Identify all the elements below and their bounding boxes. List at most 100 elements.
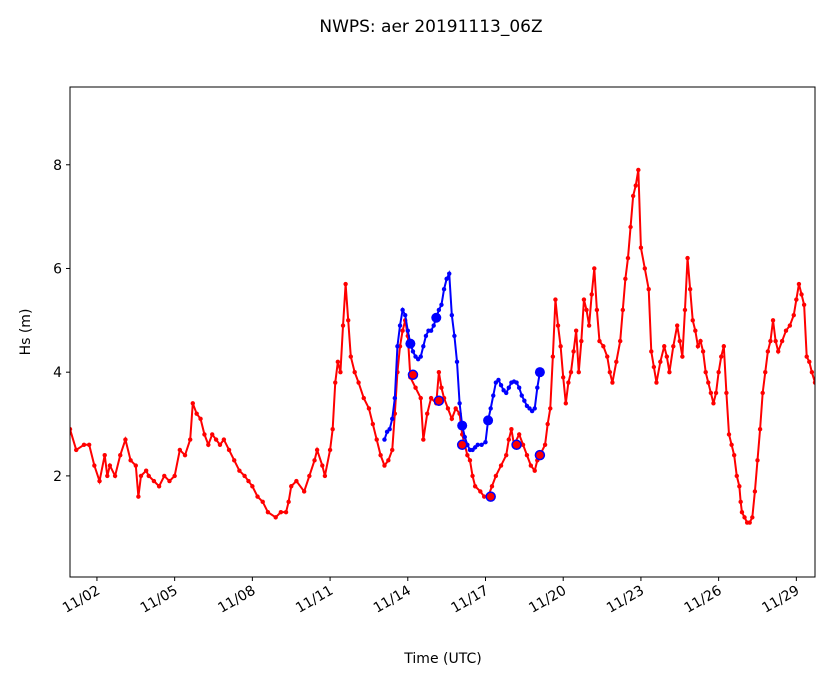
data-point-observed [86,442,92,447]
data-point-forecast [491,393,496,398]
data-point-forecast [452,333,457,339]
data-point-observed [703,369,708,375]
data-point-observed [708,390,714,396]
data-point-observed [167,478,172,484]
data-point-observed [307,473,312,479]
data-point-observed [636,167,641,173]
data-point-observed [436,369,442,375]
data-point-forecast [405,328,410,333]
data-point-observed [592,266,597,271]
data-point-observed [625,255,631,261]
forecast-marker [483,415,494,426]
data-point-observed [498,463,504,468]
plot-area [70,167,815,525]
data-point-forecast [462,434,467,440]
data-point-observed [687,287,693,292]
data-point-observed [138,473,144,479]
data-point-observed [726,432,732,437]
data-point-observed [734,473,739,479]
data-point-observed [690,318,695,323]
data-point-observed [386,458,391,463]
data-point-observed [361,395,366,401]
data-point-observed [470,473,475,479]
data-point-observed [693,328,698,333]
data-point-observed [489,484,495,489]
x-tick-label: 11/05 [138,583,181,617]
data-point-observed [776,349,781,354]
plot-frame [69,86,816,578]
data-point-forecast [439,302,444,307]
data-point-observed [550,354,556,359]
data-point-observed [70,427,73,432]
x-tick-label: 11/23 [604,583,647,617]
data-point-observed [107,463,113,468]
data-point-observed [524,452,530,458]
data-point-observed [638,245,644,250]
data-point-observed [752,489,758,494]
data-point-observed [172,473,177,479]
data-point-observed [333,380,338,385]
data-point-observed [74,447,79,453]
forecast-marker [431,312,442,323]
data-point-observed [566,380,571,385]
data-point-forecast [496,377,501,383]
data-point-forecast [428,328,434,333]
data-point-observed [747,520,752,525]
data-point-observed [465,452,470,458]
data-point-observed [378,452,383,458]
data-point-observed [493,473,499,479]
data-point-forecast [441,287,447,292]
chart-title: NWPS: aer 20191113_06Z [319,17,542,37]
data-point-observed [571,349,576,354]
data-point-observed [413,385,418,390]
data-point-forecast [395,344,400,349]
data-point-observed [301,489,307,494]
data-point-forecast [454,359,460,365]
data-point-observed [265,509,271,515]
data-point-forecast [475,442,480,447]
data-point-observed [314,447,320,453]
data-point-observed [804,354,809,359]
data-point-observed [312,458,317,463]
data-point-observed [620,307,625,313]
y-axis-label: Hs (m) [18,309,34,356]
data-point-observed [628,224,633,230]
series-line-observed [70,169,815,524]
data-point-forecast [516,385,522,390]
data-point-observed [680,354,685,359]
data-point-observed [348,354,353,359]
data-point-observed [506,437,512,442]
data-point-observed [584,307,589,313]
data-point-observed [563,401,569,406]
data-point-observed [232,458,237,463]
data-point-forecast [392,395,398,401]
data-point-forecast [506,385,512,390]
y-tick-label: 4 [53,365,62,381]
data-point-observed [783,328,789,333]
data-point-observed [581,297,587,302]
data-point-observed [382,463,387,468]
data-point-observed [286,499,291,505]
x-tick-label: 11/17 [449,583,492,617]
data-point-observed [662,344,667,349]
x-tick-label: 11/11 [293,583,336,617]
data-point-observed [757,427,763,432]
data-point-observed [198,416,203,422]
data-point-forecast [498,382,504,388]
data-point-observed [133,463,138,468]
data-point-observed [217,442,223,447]
data-point-observed [737,484,742,489]
data-point-observed [724,390,729,396]
data-point-forecast [514,380,519,385]
data-point-observed [787,323,793,328]
data-point-observed [449,416,455,422]
data-point-observed [763,369,768,375]
data-point-observed [658,359,663,365]
data-point-observed [370,421,376,427]
data-point-forecast [402,312,408,318]
data-point-observed [250,484,255,489]
data-point-observed [601,344,606,349]
data-point-observed [768,338,773,344]
data-point-observed [799,292,804,297]
data-point-forecast [449,312,455,318]
